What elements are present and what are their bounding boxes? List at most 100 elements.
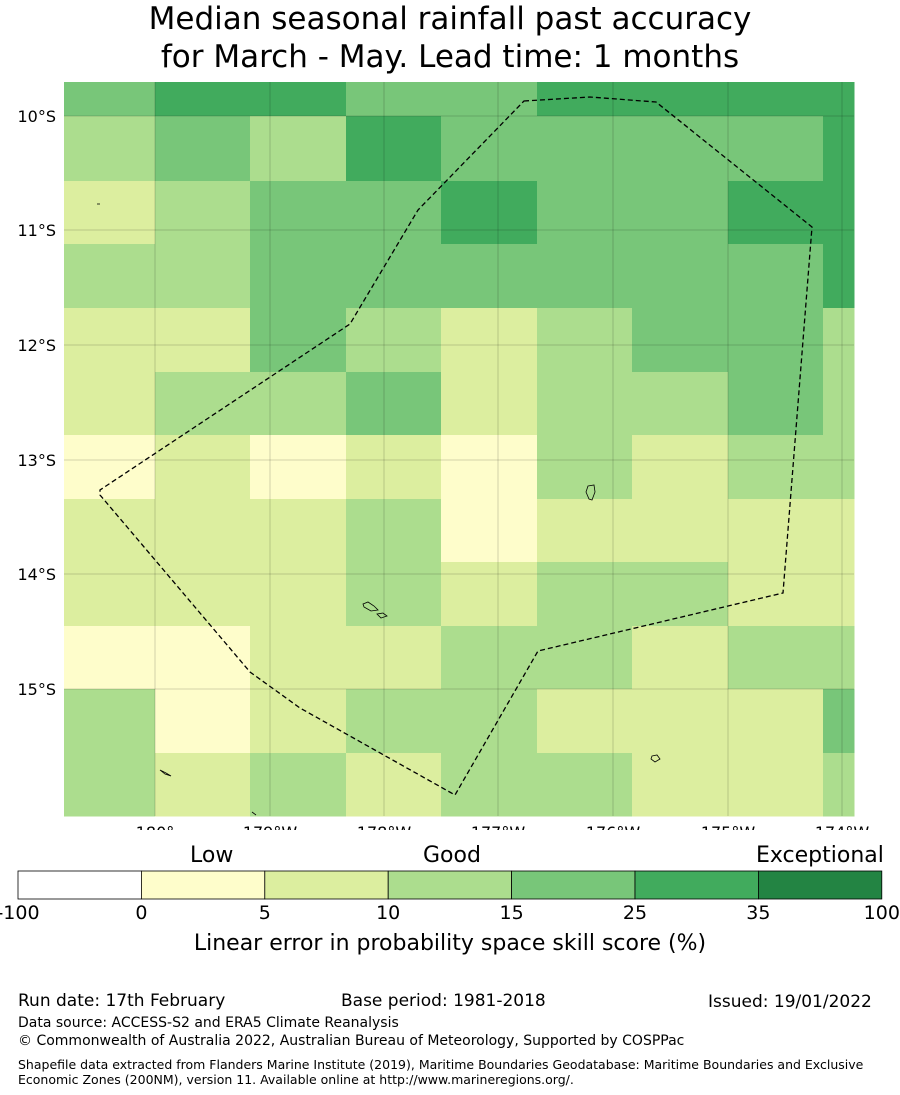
grid-cell (441, 562, 538, 627)
grid-cell (250, 753, 347, 817)
latitude-label: 13°S (17, 451, 56, 470)
grid-cell (632, 82, 729, 117)
colorbar-bin (140, 870, 266, 900)
island-1 (585, 484, 596, 501)
data-source: Data source: ACCESS-S2 and ERA5 Climate … (18, 1015, 399, 1031)
grid-cell (155, 626, 251, 690)
grid-cell (346, 308, 442, 373)
colorbar-tick-label: 5 (258, 902, 271, 924)
grid-cell (632, 372, 729, 436)
colorbar-tick-label: -100 (0, 902, 40, 924)
grid-cell (346, 244, 442, 309)
issued-date: Issued: 19/01/2022 (708, 992, 872, 1012)
grid-cell (155, 499, 251, 563)
grid-cell (537, 753, 633, 817)
grid-cell (346, 82, 442, 117)
grid-cell (64, 181, 156, 245)
grid-cell (250, 626, 347, 690)
grid-cell (250, 181, 347, 245)
grid-cell (537, 181, 633, 245)
legend-exceptional-label: Exceptional (756, 843, 884, 868)
grid-cell (250, 82, 347, 117)
grid-cell (250, 499, 347, 563)
grid-cell (155, 82, 251, 117)
grid-cell (441, 689, 538, 754)
latitude-label: 11°S (17, 221, 56, 240)
latitude-label: 15°S (17, 680, 56, 699)
longitude-labels: 180° 179°W 178°W 177°W 176°W 175°W 174°W (136, 823, 870, 830)
legend-low-label: Low (190, 843, 234, 868)
grid-cell (728, 116, 824, 182)
grid-cell (64, 435, 156, 500)
grid-cell (537, 372, 633, 436)
grid-cell (728, 308, 824, 373)
latitude-label: 14°S (17, 565, 56, 584)
base-period: Base period: 1981-2018 (341, 991, 546, 1011)
grid-cell (346, 116, 442, 182)
latitude-label: 12°S (17, 336, 56, 355)
longitude-label: 174°W (815, 823, 870, 830)
grid-cell (441, 753, 538, 817)
grid-cell (537, 562, 633, 627)
grid-cell (632, 626, 729, 690)
graticule (64, 82, 854, 816)
colorbar (17, 870, 883, 900)
grid-cell (346, 753, 442, 817)
island-5 (159, 769, 172, 777)
grid-cell (250, 435, 347, 500)
grid-cell (537, 308, 633, 373)
run-date: Run date: 17th February (18, 991, 226, 1011)
grid-cell (64, 244, 156, 309)
grid-cell (632, 244, 729, 309)
grid-cell (823, 435, 855, 500)
grid-cell (728, 499, 824, 563)
grid-cell (64, 82, 156, 117)
title-line-1: Median seasonal rainfall past accuracy (148, 1, 752, 37)
grid-cell (632, 753, 729, 817)
colorbar-tick-label: 25 (622, 902, 648, 924)
grid-cell (728, 753, 824, 817)
grid-cell (64, 499, 156, 563)
grid-cell (64, 372, 156, 436)
island-4 (650, 754, 661, 763)
grid-cell (250, 372, 347, 436)
grid-cell (632, 181, 729, 245)
skill-grid (64, 82, 855, 817)
colorbar-bin (634, 870, 759, 900)
grid-cell (155, 689, 251, 754)
grid-cell (632, 499, 729, 563)
colorbar-tick-label: 0 (135, 902, 148, 924)
map-title: Median seasonal rainfall past accuracy f… (0, 0, 900, 76)
grid-cell (537, 689, 633, 754)
colorbar-tick-label: 15 (499, 902, 524, 924)
grid-cell (441, 626, 538, 690)
grid-cell (632, 435, 729, 500)
grid-cell (64, 689, 156, 754)
grid-cell (728, 82, 824, 117)
colorbar-tick-label: 100 (863, 902, 900, 924)
grid-cell (346, 626, 442, 690)
grid-cell (728, 181, 824, 245)
colorbar-bin (511, 870, 636, 900)
grid-cell (346, 499, 442, 563)
latitude-labels: 10°S 11°S 12°S 13°S 14°S 15°S (17, 107, 56, 699)
legend-good-label: Good (423, 843, 481, 868)
colorbar-bin (387, 870, 513, 900)
grid-cell (346, 372, 442, 436)
grid-cell (823, 499, 855, 563)
grid-cell (823, 116, 855, 182)
longitude-label: 175°W (701, 823, 756, 830)
colorbar-bin (758, 870, 883, 900)
island-2 (362, 601, 379, 612)
island-3 (376, 612, 388, 619)
grid-cell (155, 181, 251, 245)
grid-cell (64, 116, 156, 182)
grid-cell (728, 244, 824, 309)
grid-cell (728, 435, 824, 500)
grid-cell (441, 181, 538, 245)
grid-cell (64, 753, 156, 817)
grid-cell (632, 562, 729, 627)
grid-cell (632, 689, 729, 754)
grid-cell (250, 689, 347, 754)
grid-cell (250, 244, 347, 309)
